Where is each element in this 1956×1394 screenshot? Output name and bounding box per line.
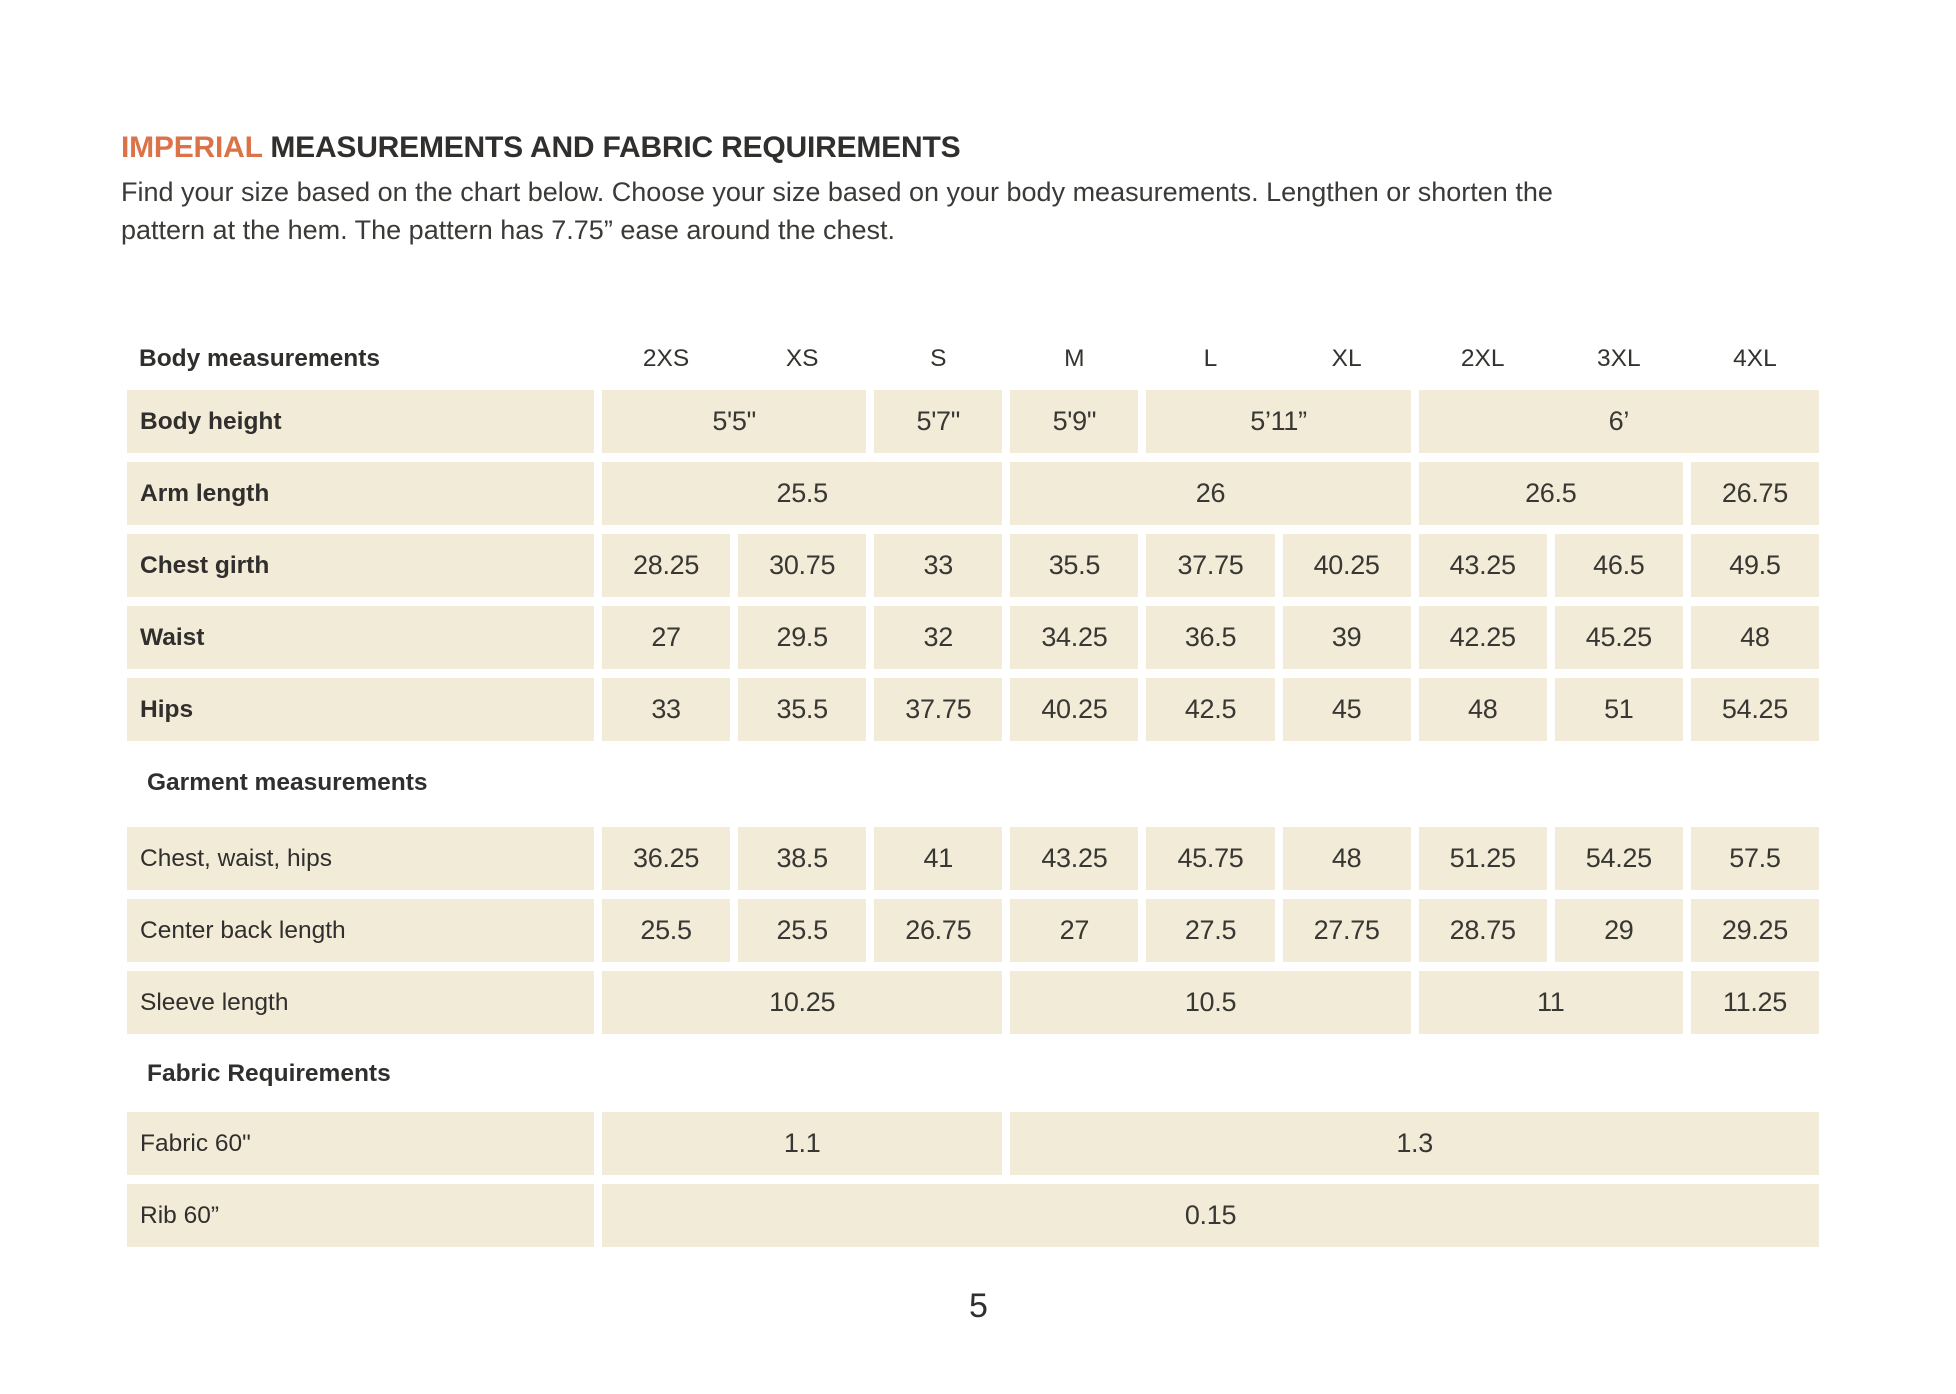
section-heading: Fabric Requirements	[147, 1060, 391, 1087]
table-cell: 5'7"	[874, 390, 1003, 453]
row-label: Arm length	[127, 462, 594, 525]
row-label: Fabric 60"	[127, 1112, 594, 1175]
table-section: Fabric 60" 1.1 1.3 Rib 60” 0.15	[127, 1112, 1819, 1247]
table-cell: 42.5	[1146, 678, 1275, 741]
table-cell: 43.25	[1418, 534, 1547, 597]
table-cell: 48	[1690, 606, 1819, 669]
table-cell: 51.25	[1418, 827, 1547, 890]
size-header-3xl: 3XL	[1597, 345, 1641, 372]
table-section: Chest, waist, hips 36.25 38.5 41 43.25 45.75 4…	[127, 827, 1819, 1034]
size-header-2xl: 2XL	[1460, 345, 1505, 372]
table-cell: 39	[1282, 606, 1411, 669]
table-cell: 57.5	[1690, 827, 1819, 890]
intro-paragraph: Find your size based on the chart below.…	[121, 173, 1836, 249]
table-cell: 32	[874, 606, 1003, 669]
row-label: Hips	[127, 678, 594, 741]
table-cell: 26	[1010, 462, 1411, 525]
table-cell: 26.75	[874, 899, 1003, 962]
table-cell: 46.5	[1554, 534, 1683, 597]
table-cell: 0.15	[602, 1184, 1819, 1247]
table-cell: 33	[874, 534, 1003, 597]
table-cell: 37.75	[1146, 534, 1275, 597]
table-cell: 45	[1282, 678, 1411, 741]
table-cell: 26.5	[1418, 462, 1683, 525]
table-cell: 36.25	[602, 827, 731, 890]
size-header-s: S	[930, 345, 947, 372]
size-header-xs: XS	[785, 345, 819, 372]
table-cell: 6’	[1418, 390, 1819, 453]
table-cell: 41	[874, 827, 1003, 890]
table-section: Body height 5'5" 5'7" 5'9" 5’11” 6’ Arm length…	[127, 390, 1819, 741]
table-cell: 45.75	[1146, 827, 1275, 890]
table-cell: 33	[602, 678, 731, 741]
size-header-4xl: 4XL	[1733, 345, 1777, 372]
row-label: Chest, waist, hips	[127, 827, 594, 890]
table-cell: 27	[1010, 899, 1139, 962]
table-cell: 54.25	[1690, 678, 1819, 741]
table-cell: 48	[1282, 827, 1411, 890]
table-cell: 25.5	[602, 462, 1003, 525]
table-cell: 40.25	[1282, 534, 1411, 597]
table-cell: 10.5	[1010, 971, 1411, 1034]
table-cell: 11	[1418, 971, 1683, 1034]
table-header-row: Body measurements 2XS XS S M L XL 2XL 3XL 4XL	[127, 345, 1819, 373]
row-label: Chest girth	[127, 534, 594, 597]
table-cell: 29.5	[738, 606, 867, 669]
table-cell: 1.1	[602, 1112, 1003, 1175]
intro-line-2: pattern at the hem. The pattern has 7.75…	[121, 215, 896, 245]
page: IMPERIAL MEASUREMENTS AND FABRIC REQUIRE…	[121, 130, 1836, 1325]
row-label: Rib 60”	[127, 1184, 594, 1247]
table-cell: 51	[1554, 678, 1683, 741]
table-cell: 27.75	[1282, 899, 1411, 962]
table-cell: 5’11”	[1146, 390, 1411, 453]
table-cell: 5'9"	[1010, 390, 1139, 453]
row-label: Waist	[127, 606, 594, 669]
size-header-m: M	[1064, 345, 1085, 372]
table-cell: 40.25	[1010, 678, 1139, 741]
table-cell: 29.25	[1690, 899, 1819, 962]
table-cell: 1.3	[1010, 1112, 1819, 1175]
table-cell: 26.75	[1690, 462, 1819, 525]
table-cell: 25.5	[738, 899, 867, 962]
size-header-l: L	[1203, 345, 1218, 372]
table-cell: 30.75	[738, 534, 867, 597]
table-cell: 10.25	[602, 971, 1003, 1034]
table-cell: 45.25	[1554, 606, 1683, 669]
section-heading: Garment measurements	[147, 769, 428, 796]
table-cell: 5'5"	[602, 390, 867, 453]
row-label: Body height	[127, 390, 594, 453]
table-cell: 25.5	[602, 899, 731, 962]
table-cell: 38.5	[738, 827, 867, 890]
table-cell: 43.25	[1010, 827, 1139, 890]
table-cell: 28.75	[1418, 899, 1547, 962]
table-cell: 35.5	[738, 678, 867, 741]
row-label: Center back length	[127, 899, 594, 962]
size-header-xl: XL	[1331, 345, 1362, 372]
page-title: IMPERIAL MEASUREMENTS AND FABRIC REQUIRE…	[121, 130, 1836, 166]
table-cell: 48	[1418, 678, 1547, 741]
intro-line-1: Find your size based on the chart below.…	[121, 177, 1553, 207]
table-cell: 54.25	[1554, 827, 1683, 890]
page-number: 5	[969, 1287, 988, 1325]
table-cell: 37.75	[874, 678, 1003, 741]
table-cell: 27	[602, 606, 731, 669]
table-cell: 29	[1554, 899, 1683, 962]
page-title-highlight: IMPERIAL	[121, 131, 263, 164]
table-cell: 27.5	[1146, 899, 1275, 962]
table-cell: 28.25	[602, 534, 731, 597]
table-cell: 11.25	[1690, 971, 1819, 1034]
table-cell: 42.25	[1418, 606, 1547, 669]
corner-header: Body measurements	[139, 345, 381, 372]
table-cell: 35.5	[1010, 534, 1139, 597]
page-title-rest: MEASUREMENTS AND FABRIC REQUIREMENTS	[262, 131, 961, 164]
table-cell: 34.25	[1010, 606, 1139, 669]
size-header-2xs: 2XS	[642, 345, 690, 372]
size-chart: Body measurements 2XS XS S M L XL 2XL 3XL 4XL Body…	[127, 345, 1819, 1247]
row-label: Sleeve length	[127, 971, 594, 1034]
table-cell: 49.5	[1690, 534, 1819, 597]
table-cell: 36.5	[1146, 606, 1275, 669]
